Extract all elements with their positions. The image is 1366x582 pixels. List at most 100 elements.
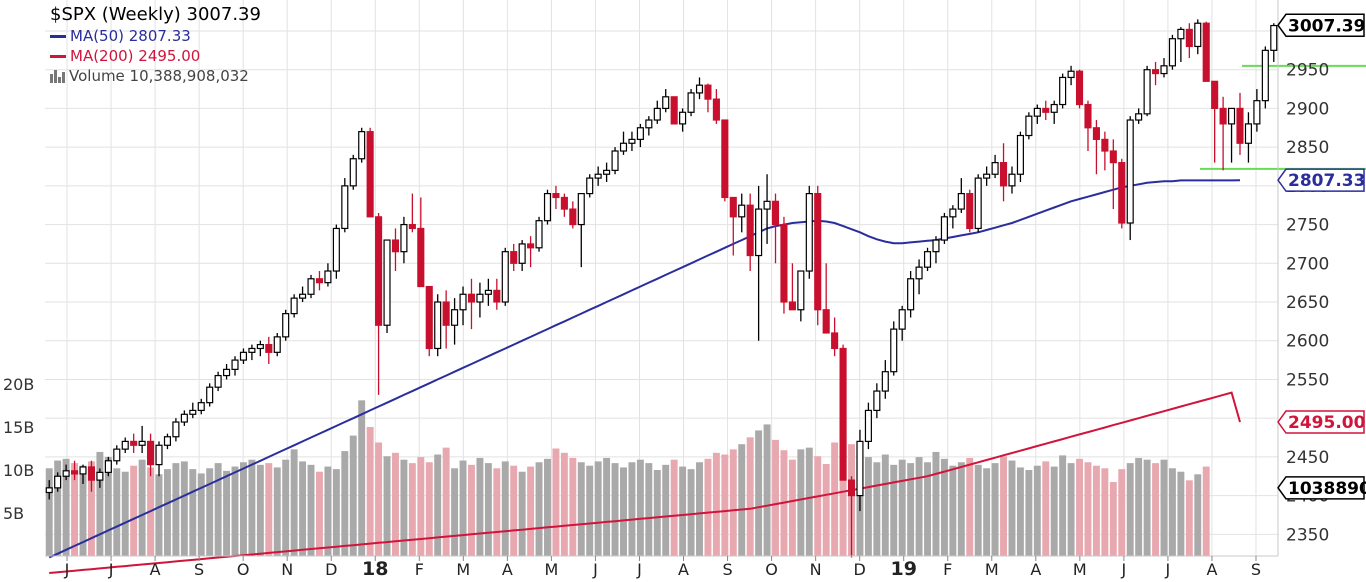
candle-body	[949, 208, 957, 218]
time-tick-label: O	[765, 560, 778, 579]
ma200-label: MA(200) 2495.00	[70, 47, 201, 65]
candle-body	[467, 293, 476, 303]
volume-bar	[468, 464, 475, 556]
price-marker-box	[1277, 410, 1365, 434]
volume-bar	[898, 459, 906, 556]
candle-body	[1194, 22, 1202, 48]
volume-bar	[493, 468, 501, 556]
volume-bar	[358, 400, 366, 556]
candle-body	[1227, 107, 1236, 125]
volume-bar	[907, 463, 915, 556]
price-tick-label: 2700	[1286, 254, 1329, 274]
time-tick-label: M	[545, 560, 559, 579]
candle-body	[104, 460, 112, 473]
time-tick-label: J	[636, 560, 642, 579]
candle-body	[1050, 103, 1058, 113]
time-tick-label: A	[678, 560, 689, 579]
volume-bar	[96, 451, 104, 556]
candle-body	[332, 227, 340, 272]
candle-body	[79, 466, 87, 475]
ma200-swatch	[50, 54, 66, 58]
candle-body	[408, 223, 416, 230]
legend-ma200: MA(200) 2495.00	[50, 46, 261, 66]
price-tick-label: 2900	[1286, 99, 1329, 119]
price-marker-box	[1277, 168, 1365, 192]
volume-bar	[1135, 457, 1143, 556]
candle-body	[383, 239, 391, 326]
volume-bar	[214, 463, 222, 556]
volume-bar	[1016, 467, 1024, 556]
price-marker-label: 3007.39	[1288, 16, 1365, 36]
volume-bar	[544, 458, 551, 556]
ma50-label: MA(50) 2807.33	[70, 27, 191, 45]
time-tick-label: J	[592, 560, 598, 579]
candle-body	[163, 436, 172, 446]
volume-bar	[104, 457, 112, 556]
volume-bar	[957, 462, 965, 556]
candle-body	[425, 285, 433, 350]
volume-bar	[1160, 459, 1168, 556]
candle-body	[746, 204, 754, 257]
candle-body	[493, 289, 501, 303]
volume-bar	[788, 459, 796, 556]
candle-body	[704, 84, 712, 100]
volume-bar	[527, 466, 535, 556]
volume-bar	[611, 463, 619, 556]
volume-bar	[256, 464, 264, 556]
volume-bar	[484, 463, 492, 556]
time-tick-label: A	[150, 560, 161, 579]
volume-bar	[299, 461, 307, 556]
candle-body	[518, 243, 526, 264]
volume-bar	[155, 474, 163, 556]
volume-bar	[1109, 482, 1117, 556]
time-tick-label: J	[1121, 560, 1127, 579]
volume-bar	[1008, 460, 1016, 556]
volume-bar	[1177, 471, 1185, 556]
candle-body	[400, 223, 408, 253]
candle-body	[130, 440, 138, 446]
volume-bar	[282, 459, 290, 556]
volume-bar	[87, 461, 95, 556]
candle-body	[214, 374, 222, 388]
price-marker-box	[1277, 13, 1365, 38]
candle-body	[1067, 70, 1075, 79]
candle-body	[239, 351, 248, 361]
price-marker-box	[1277, 476, 1365, 500]
volume-bar	[704, 458, 712, 556]
candle-body	[71, 470, 79, 475]
volume-bar	[1185, 480, 1193, 556]
candle-body	[155, 444, 163, 466]
candle-body	[679, 111, 687, 125]
candle-body	[1109, 150, 1117, 164]
volume-bar	[442, 447, 450, 556]
volume-label: Volume 10,388,908,032	[69, 67, 249, 85]
volume-bar	[316, 471, 323, 556]
candle-body	[62, 470, 70, 477]
volume-bar	[924, 462, 931, 556]
candle-body	[1143, 69, 1151, 115]
candle-body	[349, 158, 357, 187]
volume-bar	[940, 458, 948, 556]
price-tick-label: 2350	[1286, 525, 1329, 545]
volume-bar	[1126, 463, 1134, 556]
volume-bar	[586, 465, 594, 556]
candle-body	[535, 220, 543, 249]
volume-bar	[341, 451, 349, 556]
volume-bar	[949, 465, 957, 556]
time-tick-label: D	[853, 560, 865, 579]
candle-body	[957, 192, 965, 210]
candle-body	[197, 402, 205, 412]
volume-bar	[814, 456, 822, 556]
volume-bar	[1194, 474, 1202, 556]
price-marker-label: 2495.00	[1288, 413, 1366, 433]
candle-body	[1151, 69, 1160, 75]
time-tick-label: 19	[890, 558, 916, 580]
volume-bar	[763, 424, 771, 556]
candle-body	[1042, 107, 1050, 113]
volume-bar	[983, 468, 991, 556]
candle-body	[831, 332, 839, 350]
volume-bar	[223, 470, 231, 556]
volume-bar	[1092, 465, 1100, 556]
candle-body	[459, 293, 467, 311]
volume-bar	[273, 467, 281, 556]
